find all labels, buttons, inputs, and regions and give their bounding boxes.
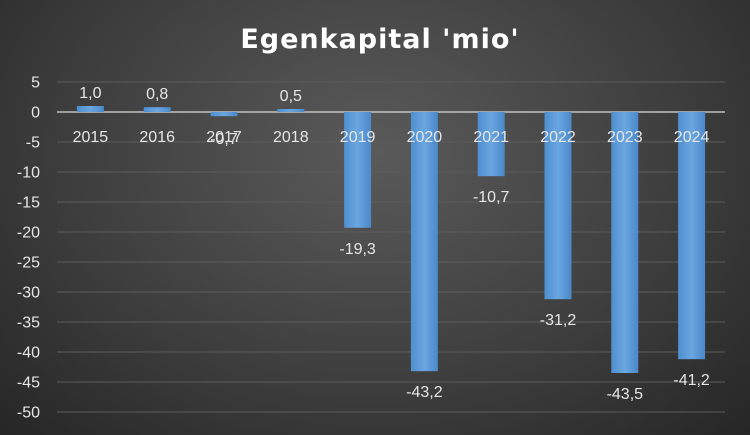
bars — [76, 106, 706, 373]
bar-2023 — [611, 112, 639, 373]
bar-2024 — [678, 112, 706, 360]
x-tick-label: 2017 — [206, 129, 242, 146]
data-label: 0,5 — [280, 88, 302, 105]
bar-2021 — [477, 112, 505, 177]
data-label: -43,2 — [406, 384, 443, 401]
y-axis-ticks: 5 0 -5 -10 -15 -20 -25 -30 -35 -40 -45 -50 — [17, 75, 40, 422]
x-tick-label: 2020 — [407, 129, 443, 146]
x-tick-label: 2016 — [139, 129, 175, 146]
data-label: -43,5 — [607, 386, 644, 403]
y-tick-label: -30 — [17, 285, 40, 302]
chart-title: Egenkapital 'mio' — [240, 24, 519, 55]
data-labels: 1,0 0,8 -0,7 0,5 -19,3 -43,2 -10,7 -31,2 -43,5 -4… — [79, 85, 710, 403]
x-tick-label: 2024 — [674, 129, 710, 146]
x-tick-label: 2021 — [473, 129, 509, 146]
data-label: 1,0 — [79, 85, 101, 102]
bar-2022 — [544, 112, 572, 300]
data-label: -10,7 — [473, 189, 510, 206]
bar-2020 — [410, 112, 438, 372]
x-tick-label: 2022 — [540, 129, 576, 146]
y-tick-label: -10 — [17, 165, 40, 182]
x-tick-label: 2023 — [607, 129, 643, 146]
x-tick-label: 2015 — [73, 129, 109, 146]
bar-2018 — [277, 109, 305, 112]
data-label: -31,2 — [540, 312, 577, 329]
y-tick-label: 0 — [31, 105, 40, 122]
bar-2015 — [76, 106, 104, 112]
bar-2019 — [344, 112, 372, 228]
x-tick-label: 2019 — [340, 129, 376, 146]
data-label: -41,2 — [673, 372, 710, 389]
y-tick-label: -5 — [26, 135, 40, 152]
y-tick-label: -45 — [17, 375, 40, 392]
y-tick-label: -50 — [17, 405, 40, 422]
x-axis-ticks: 2015 2016 2017 2018 2019 2020 2021 2022 2023 2024 — [73, 129, 710, 146]
y-tick-label: 5 — [31, 75, 40, 92]
bar-2017 — [210, 112, 238, 117]
data-label: 0,8 — [146, 86, 168, 103]
y-tick-label: -25 — [17, 255, 40, 272]
y-tick-label: -40 — [17, 345, 40, 362]
bar-2016 — [143, 107, 171, 112]
data-label: -0,7 — [210, 131, 238, 148]
y-tick-label: -15 — [17, 195, 40, 212]
y-tick-label: -20 — [17, 225, 40, 242]
y-tick-label: -35 — [17, 315, 40, 332]
x-tick-label: 2018 — [273, 129, 309, 146]
data-label: -19,3 — [339, 241, 376, 258]
